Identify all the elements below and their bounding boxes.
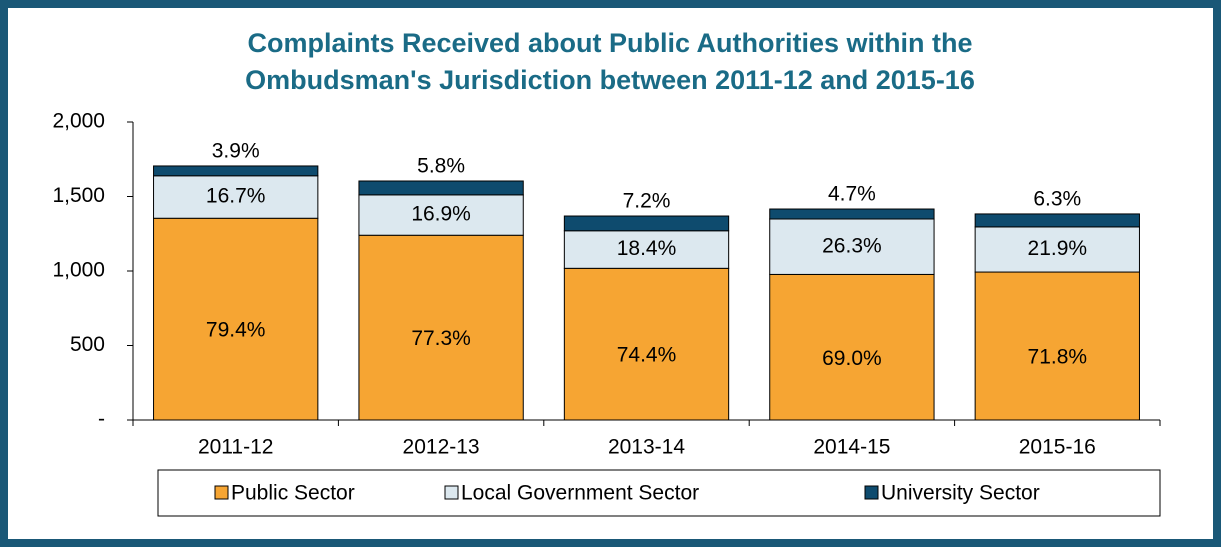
value-label: 16.9%	[411, 203, 471, 226]
legend-label: Local Government Sector	[461, 482, 699, 505]
bar-segment	[153, 165, 319, 177]
bar-segment	[769, 218, 935, 275]
y-tick-label: -	[98, 408, 105, 431]
value-label: 77.3%	[411, 327, 471, 350]
legend-swatch	[214, 485, 229, 500]
x-tick-label: 2014-15	[813, 436, 890, 459]
value-label: 74.4%	[617, 344, 677, 367]
bar-segment	[563, 215, 730, 232]
bar-segment	[769, 273, 935, 421]
y-tick-label: 2,000	[52, 110, 105, 133]
legend-box	[157, 469, 1161, 517]
x-tick-label: 2013-14	[608, 436, 685, 459]
bar-segment	[358, 194, 524, 236]
chart-title: Complaints Received about Public Authori…	[247, 28, 972, 58]
bar-segment	[769, 208, 935, 220]
value-label: 21.9%	[1028, 237, 1088, 260]
bar-segment	[358, 180, 524, 196]
value-label: 71.8%	[1028, 346, 1088, 369]
bar-segment	[974, 213, 1140, 228]
legend-label: Public Sector	[231, 482, 355, 505]
value-label: 26.3%	[822, 234, 882, 257]
legend-label: University Sector	[881, 482, 1040, 505]
y-tick-label: 1,000	[52, 259, 105, 282]
legend-swatch	[864, 485, 879, 500]
value-label: 69.0%	[822, 347, 882, 370]
value-label: 5.8%	[417, 155, 465, 178]
x-tick-label: 2012-13	[403, 436, 480, 459]
bar-segment	[153, 217, 319, 421]
value-label: 7.2%	[623, 190, 671, 213]
legend-swatch	[444, 485, 459, 500]
value-label: 3.9%	[212, 140, 260, 163]
value-label: 16.7%	[206, 185, 266, 208]
bar-segment	[153, 175, 319, 219]
y-tick-label: 500	[70, 333, 105, 356]
x-tick-label: 2015-16	[1019, 436, 1096, 459]
bar-segment	[358, 234, 524, 421]
bar-segment	[974, 226, 1140, 273]
value-label: 4.7%	[828, 183, 876, 206]
value-label: 79.4%	[206, 319, 266, 342]
y-tick-label: 1,500	[52, 184, 105, 207]
chart-subtitle: Ombudsman's Jurisdiction between 2011-12…	[245, 65, 975, 95]
x-tick-label: 2011-12	[198, 436, 274, 459]
bar-segment	[563, 267, 730, 421]
value-label: 18.4%	[617, 237, 677, 260]
value-label: 6.3%	[1033, 187, 1081, 210]
bar-segment	[563, 230, 730, 269]
